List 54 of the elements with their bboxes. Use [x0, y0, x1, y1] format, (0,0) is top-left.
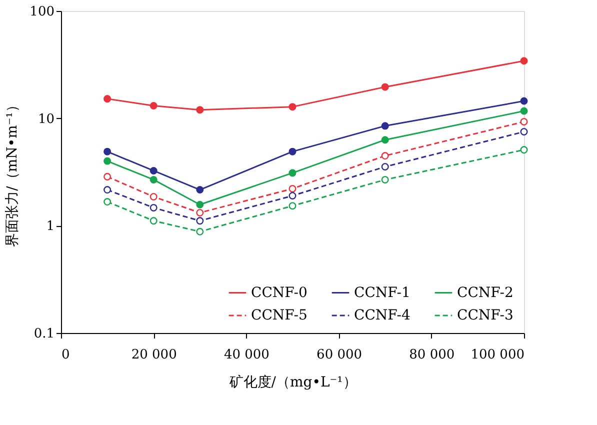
x-tick-label: 20 000	[131, 348, 177, 362]
legend-label: CCNF-0	[251, 284, 308, 301]
y-tick-label: 10	[38, 112, 54, 127]
point	[150, 192, 158, 200]
point	[150, 176, 158, 184]
point	[381, 83, 389, 91]
point	[288, 202, 296, 210]
legend-label: CCNF-3	[457, 308, 514, 324]
point	[288, 192, 296, 200]
x-tick-label: 60 000	[316, 348, 362, 362]
point	[520, 118, 528, 126]
point	[288, 169, 296, 177]
point	[196, 106, 204, 114]
point	[381, 136, 389, 144]
point	[381, 122, 389, 130]
point	[150, 204, 158, 212]
point	[288, 103, 296, 111]
point	[196, 208, 204, 216]
legend-label: CCNF-4	[354, 308, 410, 324]
point	[196, 186, 204, 194]
point	[104, 95, 112, 103]
legend-label: CCNF-1	[354, 284, 410, 301]
y-tick-label: 0.1	[34, 326, 54, 342]
x-tick-label: 100 000	[470, 348, 524, 362]
point	[196, 200, 204, 208]
point	[150, 217, 158, 225]
point	[381, 162, 389, 170]
legend-label: CCNF-5	[251, 308, 308, 324]
y-axis-title: 界面张力/（mN•m⁻¹）	[4, 98, 21, 247]
point	[288, 184, 296, 192]
x-axis-title: 矿化度/（mg•L⁻¹）	[228, 374, 357, 390]
point	[381, 152, 389, 160]
point	[520, 107, 528, 115]
legend-label: CCNF-2	[457, 284, 514, 301]
point	[104, 172, 112, 180]
point	[520, 97, 528, 105]
point	[196, 228, 204, 236]
point	[288, 148, 296, 156]
x-tick-label: 0	[62, 348, 70, 362]
point	[520, 128, 528, 136]
y-tick-label: 1	[46, 219, 54, 234]
x-tick-label: 40 000	[224, 348, 270, 362]
point	[520, 57, 528, 65]
point	[104, 198, 112, 206]
point	[150, 102, 158, 110]
point	[520, 146, 528, 154]
x-tick-label: 80 000	[409, 348, 455, 362]
y-tick-label: 100	[30, 4, 54, 20]
point	[196, 217, 204, 225]
point	[104, 186, 112, 194]
point	[104, 148, 112, 156]
point	[381, 176, 389, 184]
point	[104, 157, 112, 165]
point	[150, 166, 158, 174]
